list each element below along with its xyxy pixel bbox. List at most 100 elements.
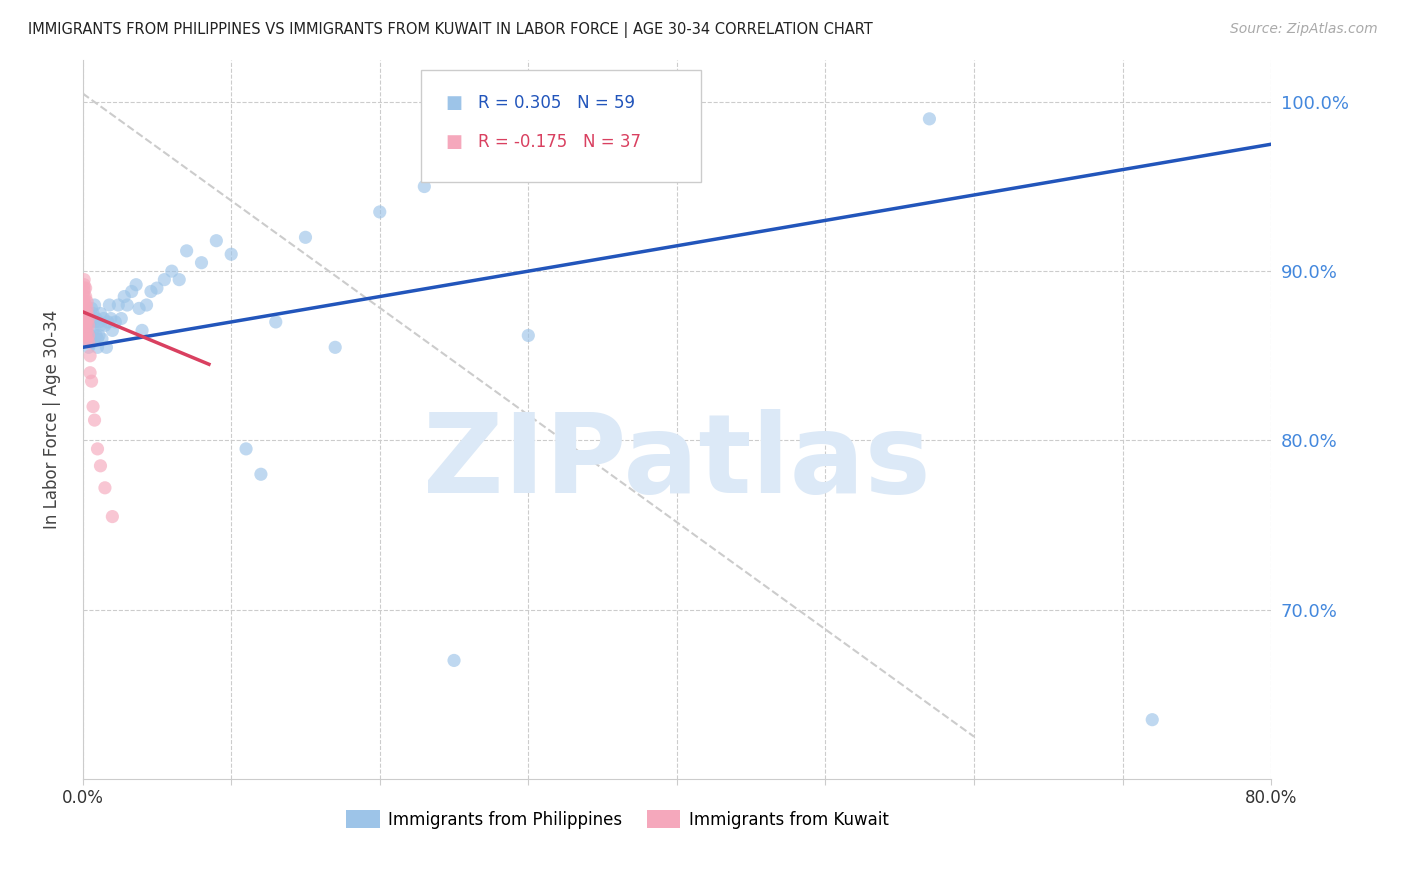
Point — [75, 315, 97, 329]
Point — [87, 328, 110, 343]
Point — [205, 234, 228, 248]
FancyBboxPatch shape — [422, 70, 700, 182]
Point — [76, 323, 98, 337]
Point — [190, 256, 212, 270]
Point — [167, 272, 190, 286]
Point — [77, 335, 100, 350]
Point — [75, 328, 97, 343]
Text: R = 0.305   N = 59: R = 0.305 N = 59 — [478, 94, 636, 112]
Point — [94, 481, 117, 495]
Point — [73, 289, 96, 303]
Point — [75, 315, 97, 329]
Point — [96, 340, 118, 354]
Point — [76, 306, 98, 320]
Point — [80, 335, 103, 350]
Point — [79, 366, 101, 380]
Point — [82, 323, 104, 337]
Point — [75, 306, 97, 320]
Point — [139, 285, 162, 299]
Point — [79, 315, 101, 329]
Y-axis label: In Labor Force | Age 30-34: In Labor Force | Age 30-34 — [44, 310, 60, 529]
Point — [250, 467, 273, 482]
Point — [89, 458, 111, 473]
Point — [73, 298, 96, 312]
Point — [76, 318, 98, 333]
Point — [128, 301, 150, 316]
Point — [517, 328, 540, 343]
Point — [112, 289, 135, 303]
Point — [73, 294, 96, 309]
Point — [110, 311, 132, 326]
Text: Source: ZipAtlas.com: Source: ZipAtlas.com — [1230, 22, 1378, 37]
Point — [77, 340, 100, 354]
Point — [75, 289, 97, 303]
Legend: Immigrants from Philippines, Immigrants from Kuwait: Immigrants from Philippines, Immigrants … — [340, 804, 896, 835]
Point — [100, 311, 122, 326]
Point — [76, 315, 98, 329]
Point — [82, 400, 104, 414]
Point — [107, 298, 129, 312]
Point — [146, 281, 169, 295]
Point — [86, 340, 108, 354]
Point — [121, 285, 143, 299]
Point — [73, 277, 96, 292]
Point — [79, 328, 101, 343]
Point — [86, 332, 108, 346]
Point — [73, 328, 96, 343]
Point — [77, 306, 100, 320]
Text: R = -0.175   N = 37: R = -0.175 N = 37 — [478, 133, 641, 152]
Point — [89, 318, 111, 333]
Point — [98, 298, 121, 312]
Point — [83, 413, 105, 427]
Point — [101, 509, 124, 524]
Point — [73, 281, 96, 295]
Text: ■: ■ — [446, 94, 463, 112]
Point — [79, 349, 101, 363]
Point — [918, 112, 941, 126]
Point — [1142, 713, 1164, 727]
Point — [77, 328, 100, 343]
Point — [75, 281, 97, 295]
Point — [104, 315, 127, 329]
Point — [73, 318, 96, 333]
Point — [80, 301, 103, 316]
Point — [73, 285, 96, 299]
Point — [80, 374, 103, 388]
Point — [97, 315, 120, 329]
Point — [75, 298, 97, 312]
Point — [219, 247, 242, 261]
Point — [93, 311, 115, 326]
Point — [413, 179, 436, 194]
Point — [115, 298, 138, 312]
Point — [73, 272, 96, 286]
Point — [73, 306, 96, 320]
Point — [76, 332, 98, 346]
Point — [323, 340, 346, 354]
Point — [294, 230, 316, 244]
Point — [160, 264, 183, 278]
Point — [82, 306, 104, 320]
Point — [89, 306, 111, 320]
Point — [135, 298, 157, 312]
Point — [76, 301, 98, 316]
Point — [76, 294, 98, 309]
Point — [94, 318, 117, 333]
Point — [101, 323, 124, 337]
Point — [91, 332, 114, 346]
Point — [83, 298, 105, 312]
Point — [264, 315, 287, 329]
Point — [153, 272, 176, 286]
Point — [125, 277, 148, 292]
Point — [86, 442, 108, 456]
Point — [176, 244, 198, 258]
Point — [73, 332, 96, 346]
Point — [77, 318, 100, 333]
Point — [83, 315, 105, 329]
Point — [77, 311, 100, 326]
Point — [73, 315, 96, 329]
Point — [368, 205, 391, 219]
Point — [235, 442, 257, 456]
Point — [87, 315, 110, 329]
Text: ■: ■ — [446, 133, 463, 152]
Point — [443, 653, 465, 667]
